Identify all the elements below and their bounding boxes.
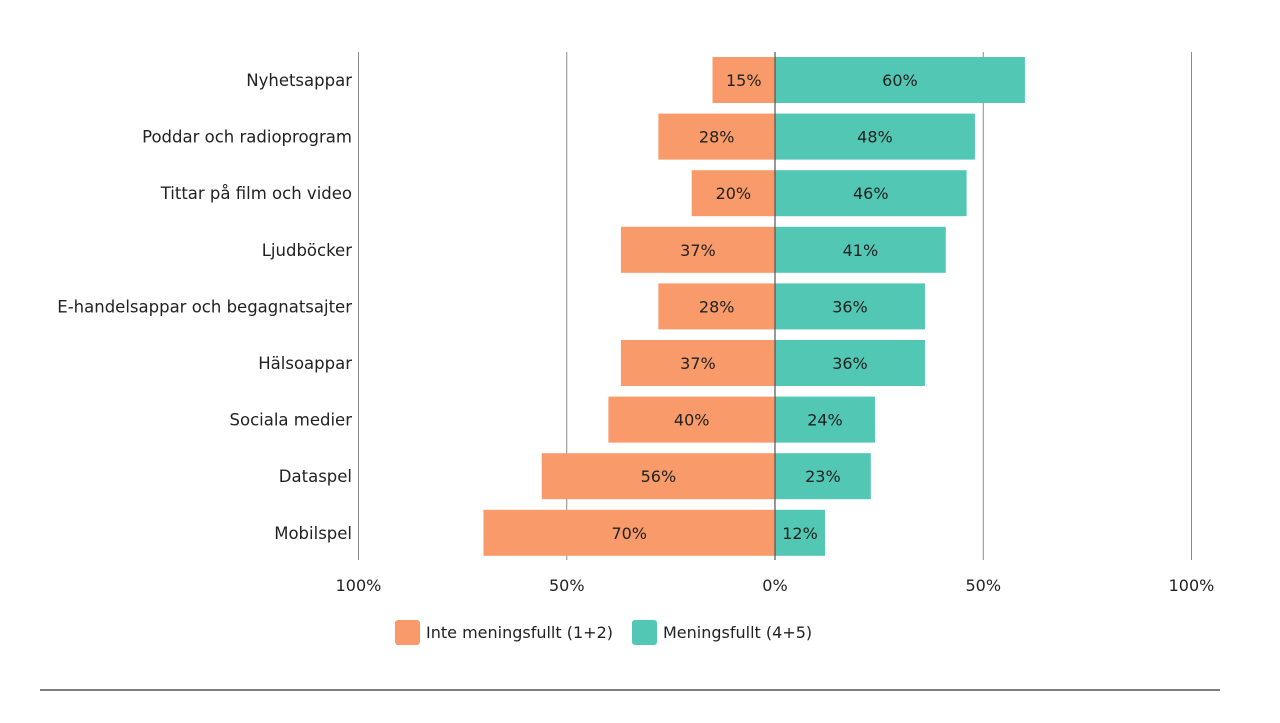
bar-meningsfullt [775, 226, 946, 273]
bar-meningsfullt [775, 170, 967, 217]
x-axis-ticks: 100% 50% 0% 50% 100% [336, 576, 1215, 595]
data-label-meningsfullt: 46% [853, 184, 889, 203]
tick-label: 100% [1169, 576, 1215, 595]
data-label-meningsfullt: 24% [807, 411, 843, 430]
bar-inte-meningsfullt [712, 57, 775, 103]
data-label-inte-meningsfullt: 40% [674, 411, 710, 430]
category-label: Tittar på film och video [160, 184, 352, 203]
category-label: Poddar och radioprogram [142, 128, 352, 147]
data-label-inte-meningsfullt: 37% [680, 241, 716, 260]
bar-inte-meningsfullt [658, 283, 775, 330]
legend-swatch [395, 620, 420, 645]
category-label: Ljudböcker [262, 241, 352, 260]
bar-meningsfullt [775, 283, 925, 330]
bar-inte-meningsfullt [541, 453, 775, 500]
bar-inte-meningsfullt [691, 170, 775, 217]
bar-inte-meningsfullt [658, 113, 775, 160]
tick-label: 50% [965, 576, 1001, 595]
legend: Inte meningsfullt (1+2) Meningsfullt (4+5… [395, 620, 812, 645]
category-labels: Nyhetsappar Poddar och radioprogram Tittar… [57, 71, 352, 543]
data-label-meningsfullt: 36% [832, 354, 868, 373]
bar-meningsfullt [775, 453, 871, 500]
data-label-inte-meningsfullt: 37% [680, 354, 716, 373]
data-label-inte-meningsfullt: 28% [699, 297, 735, 316]
legend-label: Meningsfullt (4+5) [663, 623, 812, 642]
bar-meningsfullt [775, 57, 1025, 103]
data-label-meningsfullt: 12% [782, 524, 818, 543]
data-label-meningsfullt: 36% [832, 297, 868, 316]
category-label: Mobilspel [274, 524, 352, 543]
data-label-inte-meningsfullt: 15% [726, 71, 762, 90]
tick-label: 0% [762, 576, 787, 595]
data-label-meningsfullt: 23% [805, 467, 841, 486]
data-label-inte-meningsfullt: 28% [699, 128, 735, 147]
bar-inte-meningsfullt [483, 509, 775, 556]
data-label-inte-meningsfullt: 56% [641, 467, 677, 486]
tick-label: 50% [549, 576, 585, 595]
category-label: Hälsoappar [258, 354, 352, 373]
bar-inte-meningsfullt [620, 340, 775, 386]
category-label: Nyhetsappar [246, 71, 352, 90]
data-label-meningsfullt: 60% [882, 71, 918, 90]
tick-label: 100% [336, 576, 382, 595]
data-label-inte-meningsfullt: 70% [611, 524, 647, 543]
bar-inte-meningsfullt [608, 396, 775, 443]
legend-label: Inte meningsfullt (1+2) [426, 623, 613, 642]
bar-meningsfullt [775, 396, 875, 443]
category-label: Sociala medier [230, 411, 353, 430]
data-label-meningsfullt: 48% [857, 128, 893, 147]
bar-meningsfullt [775, 509, 825, 556]
category-label: E-handelsappar och begagnatsajter [57, 297, 352, 316]
legend-swatch [632, 620, 657, 645]
bars: 15% 60% 28% 48% 20% 46% 37% 41% 28% 36% 37% 36% 40% 2… [483, 52, 1025, 560]
data-label-meningsfullt: 41% [843, 241, 879, 260]
bar-meningsfullt [775, 340, 925, 386]
bar-meningsfullt [775, 113, 975, 160]
data-label-inte-meningsfullt: 20% [716, 184, 752, 203]
category-label: Dataspel [279, 467, 352, 486]
bar-inte-meningsfullt [620, 226, 775, 273]
